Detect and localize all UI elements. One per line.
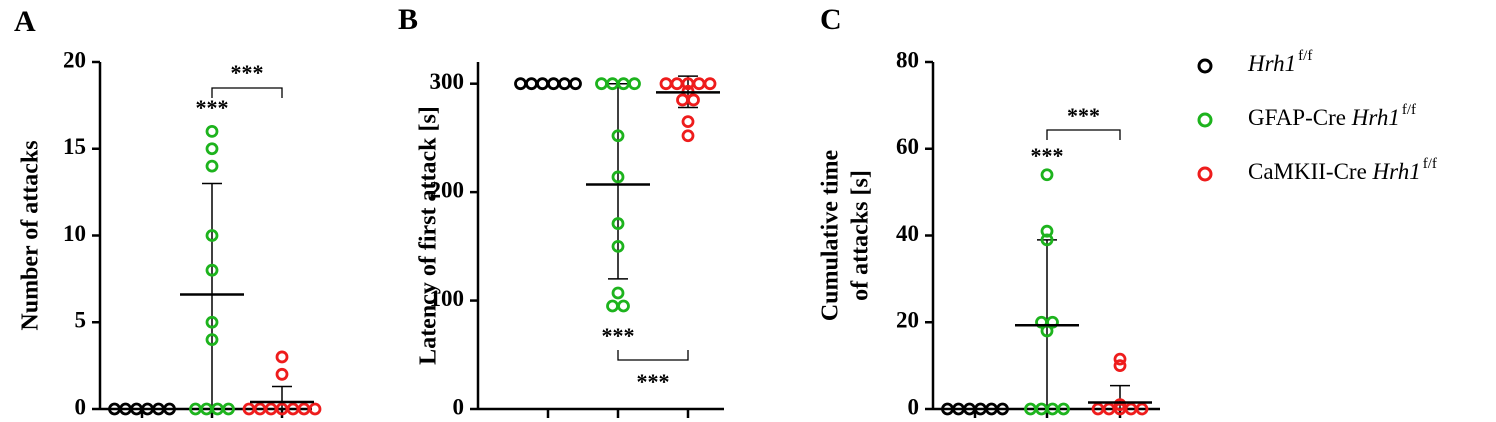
- data-point: [205, 229, 219, 242]
- y-tick-label: 10: [63, 221, 86, 246]
- y-tick-label: 200: [430, 177, 465, 202]
- legend-prefix: GFAP-Cre: [1248, 105, 1346, 130]
- data-point: [205, 159, 219, 173]
- significance: ***: [602, 323, 635, 348]
- data-point: [222, 402, 235, 416]
- data-point: [611, 170, 625, 184]
- legend-gene: Hrh1: [1247, 51, 1296, 76]
- significance: ***: [231, 60, 264, 85]
- data-point: [670, 77, 684, 91]
- data-point: [1046, 315, 1059, 329]
- data-point: [611, 129, 625, 143]
- legend-sup: f/f: [1298, 48, 1312, 64]
- data-point: [1113, 398, 1127, 412]
- y-axis-label: Latency of first attack [s]: [416, 106, 442, 365]
- data-point: [547, 77, 560, 91]
- legend-entry: CaMKII-Cre Hrh1 f/f: [1248, 156, 1437, 184]
- data-point: [275, 350, 289, 364]
- data-point: [205, 263, 219, 277]
- data-point: [308, 402, 322, 416]
- data-point: [703, 77, 717, 91]
- y-tick-label: 100: [430, 286, 465, 311]
- legend-prefix: CaMKII-Cre: [1248, 159, 1367, 184]
- data-point: [659, 77, 673, 91]
- legend-gene: Hrh1: [1372, 159, 1421, 184]
- data-point: [205, 124, 219, 138]
- data-point: [1113, 359, 1127, 373]
- legend-sup: f/f: [1402, 102, 1416, 118]
- data-point: [205, 315, 219, 329]
- y-tick-label: 80: [896, 47, 919, 72]
- data-point: [205, 142, 219, 156]
- panel-label: A: [14, 5, 36, 38]
- y-tick-label: 0: [75, 394, 87, 419]
- data-point: [1040, 233, 1054, 247]
- significance: ***: [1067, 103, 1100, 128]
- data-point: [681, 129, 695, 143]
- legend-marker: [1197, 166, 1213, 182]
- bracket: [211, 87, 283, 98]
- significance: ***: [196, 95, 229, 120]
- y-tick-label: 60: [896, 134, 919, 159]
- data-point: [676, 93, 689, 107]
- data-point: [1135, 402, 1149, 416]
- data-point: [611, 239, 625, 253]
- data-point: [558, 77, 571, 91]
- data-point: [275, 367, 289, 381]
- data-point: [1040, 168, 1054, 182]
- data-point: [996, 402, 1009, 416]
- data-point: [617, 299, 630, 313]
- panel-label: C: [820, 3, 842, 36]
- legend-entry: GFAP-Cre Hrh1 f/f: [1248, 102, 1416, 130]
- y-axis-label: Cumulative time: [818, 150, 844, 322]
- data-point: [163, 402, 176, 416]
- y-axis-label: Number of attacks: [18, 140, 44, 330]
- data-point: [681, 115, 695, 129]
- y-tick-label: 15: [63, 134, 86, 159]
- data-point: [606, 299, 619, 313]
- data-point: [687, 93, 700, 107]
- data-point: [1057, 402, 1070, 416]
- significance: ***: [637, 369, 670, 394]
- significance: ***: [1031, 143, 1064, 168]
- y-tick-label: 0: [908, 394, 920, 419]
- y-tick-label: 300: [430, 69, 465, 94]
- bracket: [1046, 129, 1121, 140]
- y-tick-label: 5: [75, 308, 87, 333]
- data-point: [692, 77, 706, 91]
- legend-sup: f/f: [1423, 156, 1437, 172]
- legend-marker: [1197, 112, 1213, 128]
- panel-label: B: [398, 3, 418, 36]
- data-point: [536, 77, 549, 91]
- data-point: [525, 77, 538, 91]
- data-point: [569, 77, 582, 91]
- legend-entry: Hrh1 f/f: [1247, 48, 1312, 76]
- data-point: [611, 286, 625, 300]
- legend-marker: [1197, 58, 1213, 74]
- data-point: [628, 77, 641, 91]
- data-point: [514, 77, 527, 91]
- y-tick-label: 20: [896, 308, 919, 333]
- y-tick-label: 0: [453, 394, 465, 419]
- data-point: [1113, 352, 1127, 366]
- y-axis-label: of attacks [s]: [848, 170, 874, 301]
- y-tick-label: 40: [896, 221, 919, 246]
- bracket: [617, 350, 689, 361]
- legend-gene: Hrh1: [1351, 105, 1400, 130]
- data-point: [595, 77, 608, 91]
- data-point: [205, 333, 219, 347]
- data-point: [611, 217, 625, 230]
- y-tick-label: 20: [63, 47, 86, 72]
